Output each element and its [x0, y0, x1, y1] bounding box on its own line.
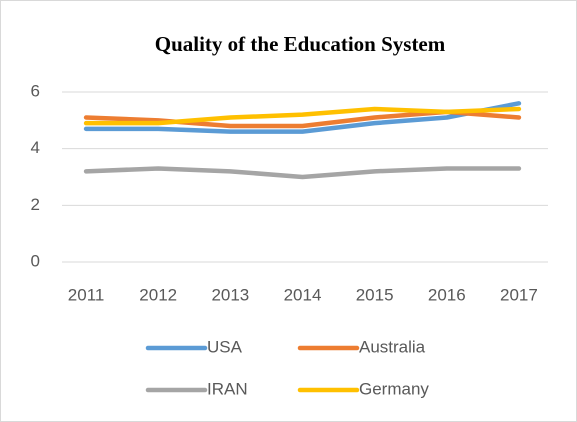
legend-label: IRAN — [207, 379, 248, 398]
x-tick-label: 2015 — [356, 285, 394, 304]
x-tick-label: 2014 — [284, 285, 322, 304]
x-tick-label: 2012 — [139, 285, 177, 304]
legend-label: Australia — [359, 337, 426, 356]
x-tick-label: 2013 — [211, 285, 249, 304]
x-tick-label: 2016 — [428, 285, 466, 304]
chart: Quality of the Education System 0 2 4 6 2011… — [0, 0, 577, 422]
chart-title: Quality of the Education System — [155, 32, 446, 56]
x-tick-label: 2017 — [500, 285, 538, 304]
x-tick-label: 2011 — [68, 285, 105, 304]
legend-label: Germany — [359, 379, 429, 398]
y-tick-label: 2 — [31, 195, 40, 214]
chart-border — [1, 1, 577, 422]
y-tick-label: 0 — [31, 251, 40, 270]
y-tick-label: 6 — [31, 81, 40, 100]
y-tick-label: 4 — [31, 138, 40, 157]
legend-label: USA — [207, 337, 243, 356]
